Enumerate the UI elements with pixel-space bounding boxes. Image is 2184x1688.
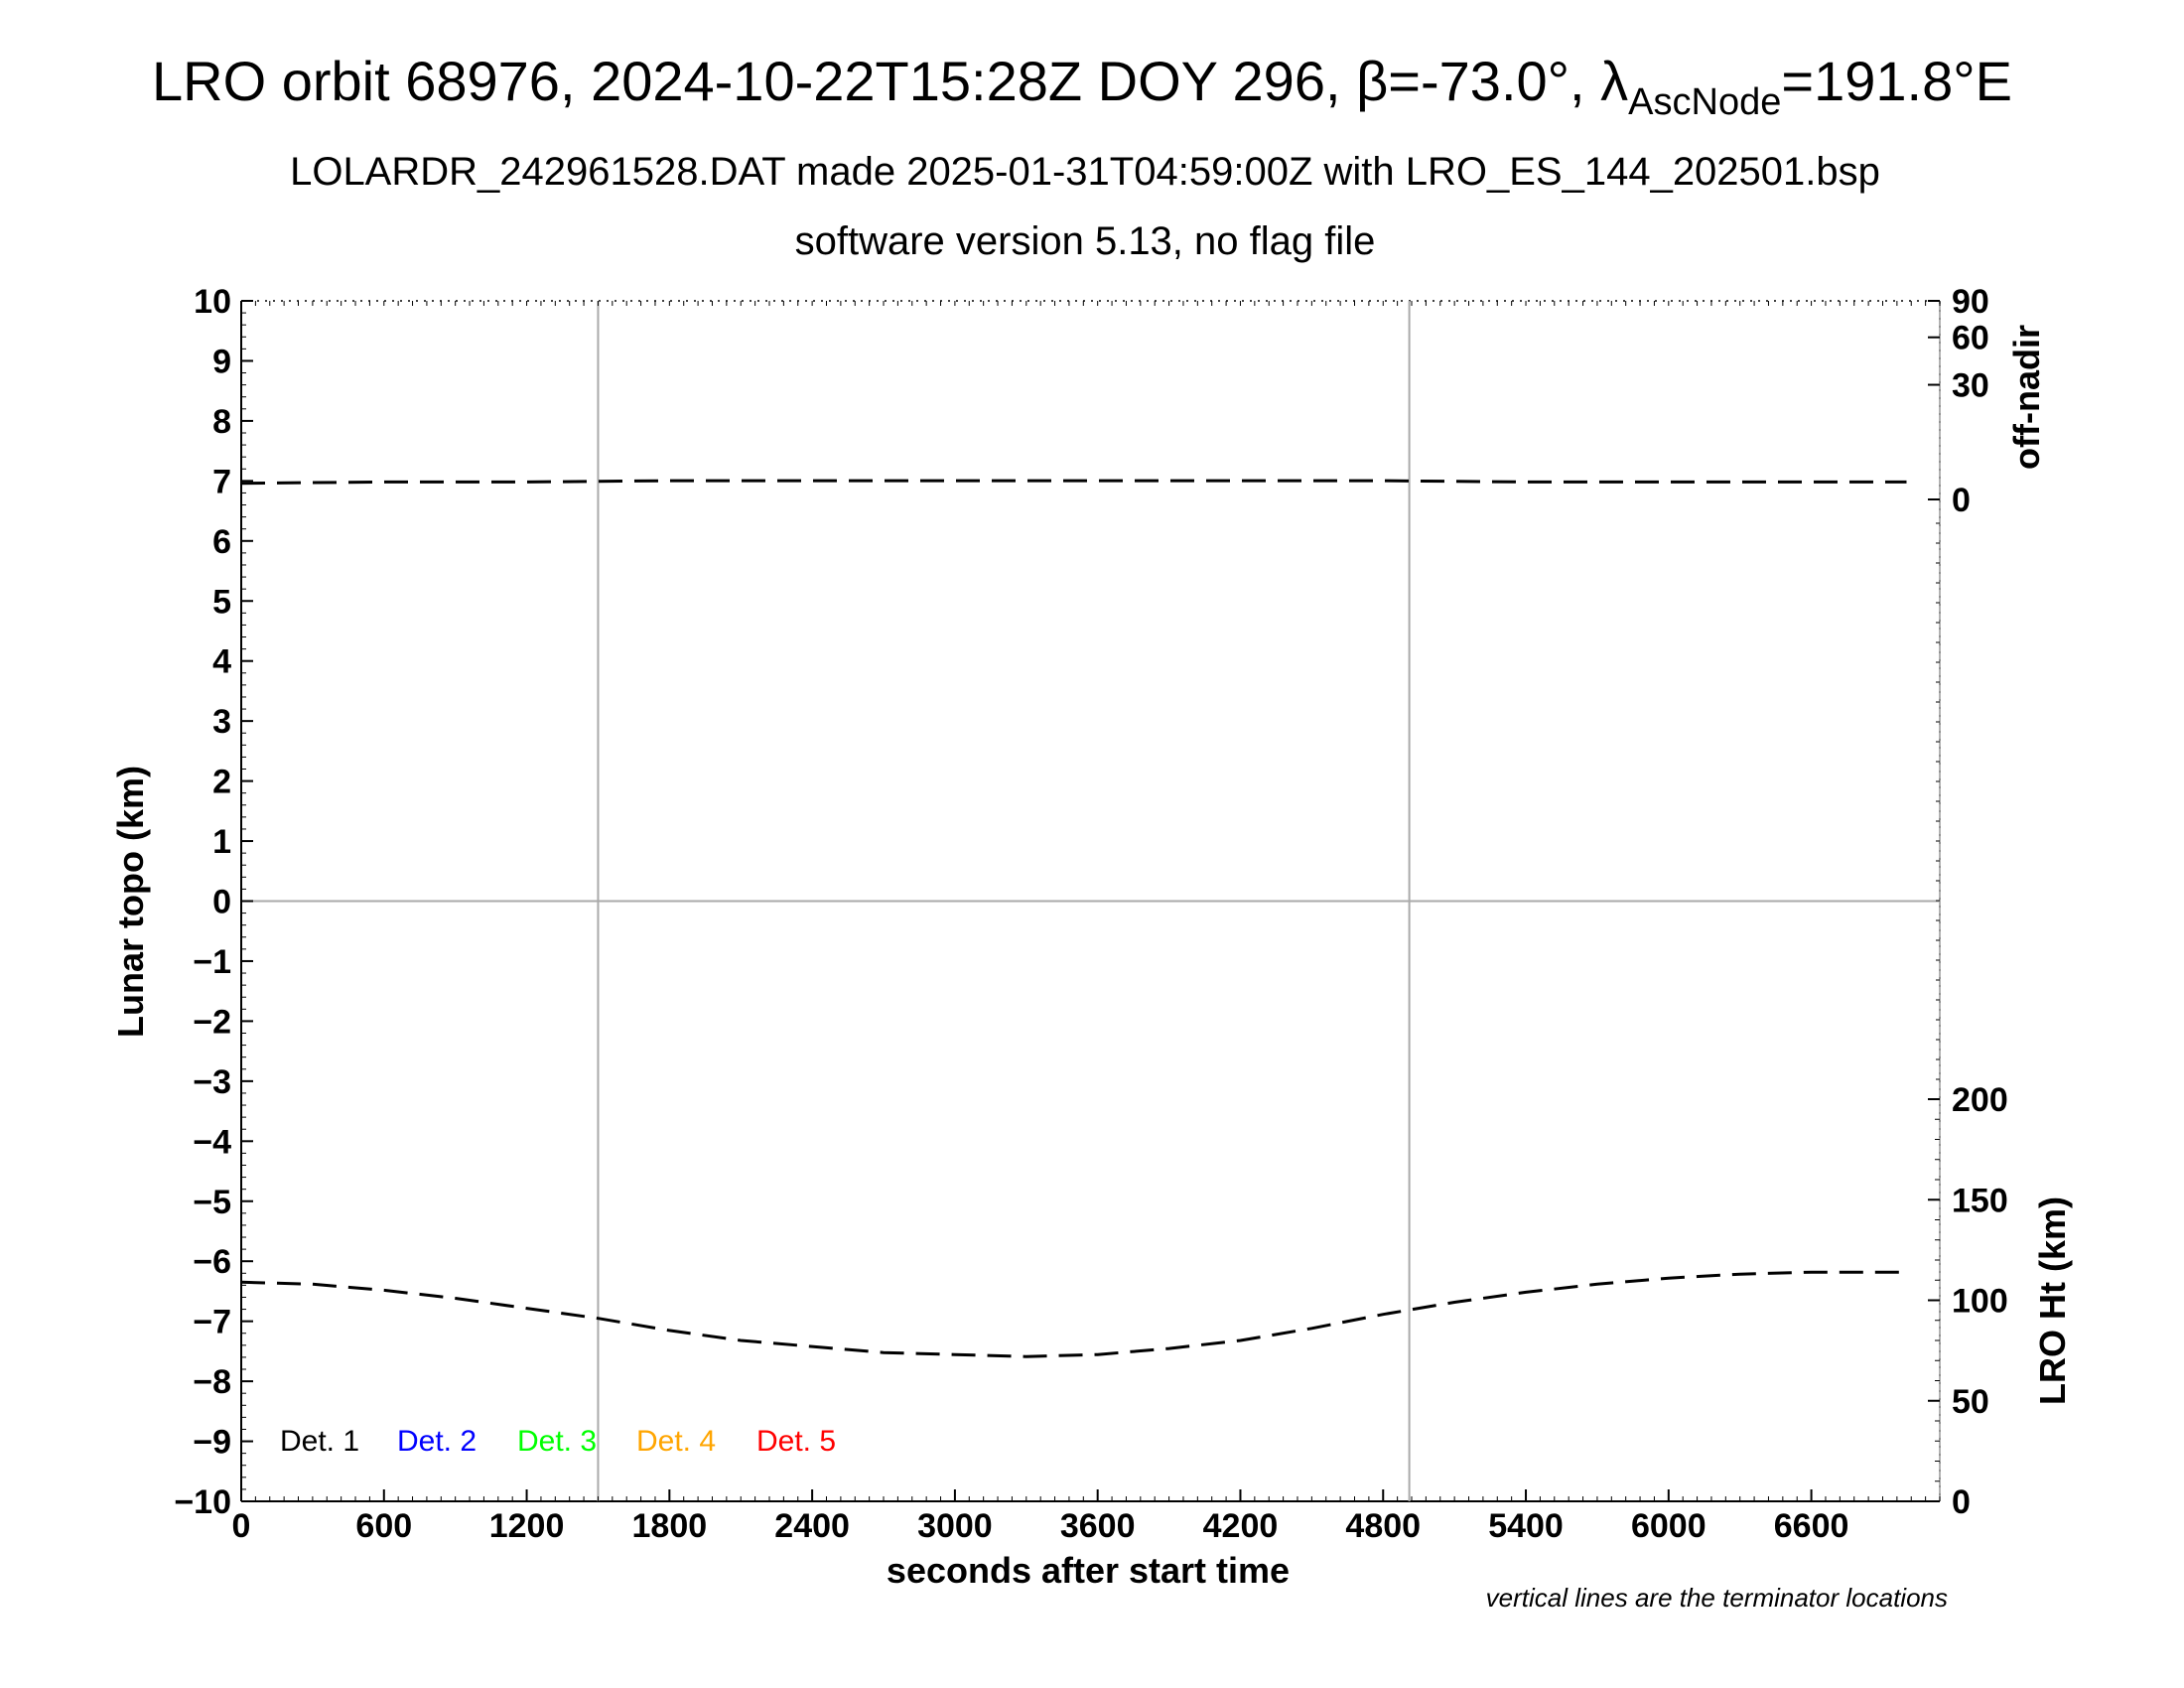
off-nadir-tick-label: 0: [1952, 482, 1971, 519]
y-tick-label: −3: [193, 1063, 231, 1101]
y-tick-label: −2: [193, 1003, 231, 1041]
lro-ht-tick-label: 150: [1952, 1182, 2008, 1219]
series-layer: [240, 479, 1907, 1358]
title-main: LRO orbit 68976, 2024-10-22T15:28Z DOY 2…: [152, 50, 1356, 112]
legend: Det. 1 Det. 2 Det. 3 Det. 4 Det. 5: [280, 1425, 836, 1458]
title-lambda-val: =191.8°E: [1781, 50, 2012, 112]
x-axis-title: seconds after start time: [887, 1550, 1290, 1591]
y-tick-label: −1: [193, 943, 231, 981]
y-tick-label: 4: [212, 643, 231, 681]
y-axis-title-lro-ht: LRO Ht (km): [2032, 1196, 2073, 1405]
y-tick-label: 6: [212, 523, 231, 561]
y-tick-label: 7: [212, 463, 231, 500]
off-nadir-tick-label: 60: [1952, 320, 1989, 357]
x-tick-label: 5400: [1488, 1507, 1564, 1545]
y-tick-label: 1: [212, 823, 231, 861]
x-tick-label: 600: [355, 1507, 412, 1545]
y-tick-label: 3: [212, 703, 231, 741]
y-tick-label: 0: [212, 884, 231, 921]
x-tick-label: 0: [232, 1507, 251, 1545]
off-nadir-tick-label: 30: [1952, 367, 1989, 405]
terminator-note: vertical lines are the terminator locati…: [1486, 1583, 1948, 1613]
y-axis-title-off-nadir: off-nadir: [2006, 325, 2047, 470]
legend-entry-det-2: Det. 2: [397, 1425, 477, 1458]
title-lambda: λ: [1600, 50, 1628, 112]
x-tick-label: 4800: [1345, 1507, 1421, 1545]
x-tick-label: 1200: [489, 1507, 565, 1545]
chart-subtitle-2: software version 5.13, no flag file: [795, 219, 1376, 263]
y-tick-label: −6: [193, 1243, 231, 1281]
legend-entry-det-1: Det. 1: [280, 1425, 359, 1458]
off-nadir-series-line: [240, 479, 1907, 486]
x-tick-label: 4200: [1203, 1507, 1279, 1545]
x-tick-label: 2400: [774, 1507, 850, 1545]
y-tick-label: −4: [193, 1123, 231, 1161]
legend-entry-det-3: Det. 3: [517, 1425, 597, 1458]
lro-ht-tick-label: 100: [1952, 1283, 2008, 1321]
y-tick-label: 10: [194, 283, 231, 321]
x-tick-label: 6600: [1774, 1507, 1849, 1545]
y-axis-title-left: Lunar topo (km): [110, 766, 151, 1038]
off-nadir-tick-label: 90: [1952, 283, 1989, 321]
y-tick-label: −10: [174, 1483, 231, 1521]
legend-entry-det-5: Det. 5: [756, 1425, 836, 1458]
x-tick-label: 1800: [632, 1507, 708, 1545]
y-tick-label: −9: [193, 1424, 231, 1462]
y-tick-label: −7: [193, 1304, 231, 1341]
lro-ht-tick-label: 0: [1952, 1483, 1971, 1521]
x-tick-label: 6000: [1631, 1507, 1706, 1545]
y-tick-label: 5: [212, 583, 231, 621]
title-lambda-sub: AscNode: [1628, 81, 1781, 123]
y-tick-label: 9: [212, 343, 231, 380]
x-tick-label: 3000: [917, 1507, 993, 1545]
y-tick-label: 8: [212, 403, 231, 441]
plot-area: [240, 300, 1941, 1502]
y-tick-label: −8: [193, 1363, 231, 1401]
chart-title: LRO orbit 68976, 2024-10-22T15:28Z DOY 2…: [152, 50, 2012, 123]
y-tick-label: 2: [212, 764, 231, 801]
lro-ht-tick-label: 50: [1952, 1383, 1989, 1421]
chart-subtitle-1: LOLARDR_242961528.DAT made 2025-01-31T04…: [290, 150, 1880, 194]
x-tick-label: 3600: [1060, 1507, 1136, 1545]
lro-ht-series-line: [240, 1270, 1907, 1358]
y-tick-label: −5: [193, 1184, 231, 1221]
title-beta: β=-73.0°,: [1356, 50, 1600, 112]
lro-ht-tick-label: 200: [1952, 1081, 2008, 1119]
legend-entry-det-4: Det. 4: [636, 1425, 716, 1458]
